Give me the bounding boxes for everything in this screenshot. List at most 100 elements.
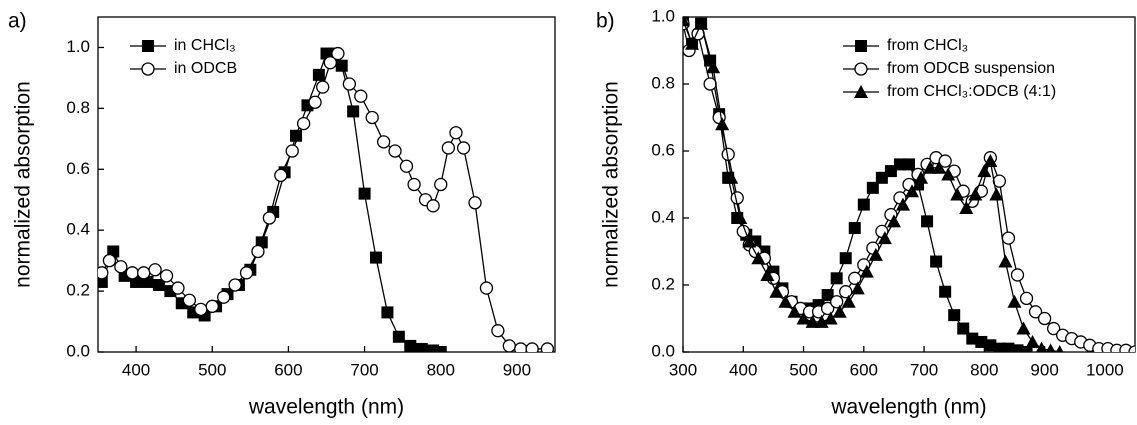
marker bbox=[159, 269, 174, 283]
x-tick-label: 400 bbox=[729, 360, 757, 379]
x-tick-label: 700 bbox=[350, 360, 378, 379]
marker bbox=[98, 275, 108, 288]
marker bbox=[171, 281, 185, 295]
marker bbox=[296, 116, 311, 131]
marker bbox=[841, 294, 856, 308]
marker bbox=[832, 304, 847, 318]
marker bbox=[989, 187, 1004, 201]
marker bbox=[285, 144, 299, 158]
marker bbox=[769, 284, 784, 298]
marker bbox=[751, 251, 766, 265]
marker bbox=[905, 184, 920, 198]
panel-label: a) bbox=[8, 10, 27, 33]
marker bbox=[939, 285, 952, 298]
marker bbox=[239, 266, 254, 280]
marker bbox=[886, 214, 901, 228]
marker bbox=[1025, 334, 1040, 348]
marker bbox=[1002, 342, 1015, 352]
marker bbox=[977, 164, 992, 178]
marker bbox=[148, 263, 162, 277]
marker bbox=[930, 255, 943, 268]
marker bbox=[703, 77, 717, 91]
panel-label: b) bbox=[596, 10, 615, 33]
marker bbox=[312, 68, 325, 81]
marker bbox=[1028, 305, 1043, 319]
y-tick-label: 0.6 bbox=[66, 159, 90, 178]
marker bbox=[724, 170, 739, 184]
marker bbox=[968, 187, 983, 201]
y-tick-label: 0.0 bbox=[651, 341, 675, 360]
marker bbox=[921, 215, 934, 228]
marker bbox=[290, 129, 303, 142]
legend-marker bbox=[854, 85, 868, 98]
marker bbox=[1016, 321, 1031, 335]
marker bbox=[868, 247, 883, 261]
marker bbox=[830, 295, 844, 309]
marker bbox=[1037, 311, 1052, 326]
marker bbox=[948, 309, 961, 322]
y-tick-label: 0.4 bbox=[66, 220, 90, 239]
marker bbox=[335, 59, 348, 72]
y-tick-label: 0.8 bbox=[66, 98, 90, 117]
marker bbox=[923, 160, 938, 174]
marker bbox=[449, 126, 463, 140]
marker bbox=[205, 299, 219, 313]
marker bbox=[323, 56, 337, 70]
marker bbox=[441, 141, 456, 155]
y-tick-label: 0.0 bbox=[66, 341, 90, 360]
legend-label: in CHCl₃ bbox=[174, 37, 236, 54]
x-tick-label: 1000 bbox=[1086, 360, 1124, 379]
marker bbox=[760, 267, 775, 281]
x-tick-label: 800 bbox=[427, 360, 455, 379]
marker bbox=[950, 187, 965, 201]
marker bbox=[182, 293, 197, 307]
marker bbox=[820, 301, 835, 316]
marker bbox=[1045, 343, 1056, 352]
marker bbox=[114, 260, 128, 274]
marker bbox=[514, 342, 528, 352]
marker bbox=[102, 253, 117, 268]
marker bbox=[957, 322, 970, 335]
y-tick-label: 0.4 bbox=[651, 207, 675, 226]
marker bbox=[1036, 341, 1048, 352]
x-tick-label: 900 bbox=[503, 360, 531, 379]
x-tick-label: 300 bbox=[669, 360, 697, 379]
y-tick-label: 0.8 bbox=[651, 73, 675, 92]
marker bbox=[118, 269, 131, 282]
marker bbox=[354, 89, 368, 103]
marker bbox=[308, 95, 322, 109]
y-tick-label: 0.2 bbox=[66, 281, 90, 300]
marker bbox=[1046, 321, 1061, 336]
marker bbox=[262, 211, 277, 225]
marker bbox=[850, 281, 865, 295]
legend-label: in ODCB bbox=[174, 60, 237, 77]
marker bbox=[152, 279, 165, 291]
marker bbox=[98, 266, 109, 280]
marker bbox=[331, 46, 345, 61]
x-tick-label: 600 bbox=[274, 360, 302, 379]
marker bbox=[875, 171, 888, 184]
marker bbox=[251, 244, 265, 259]
y-axis-label: normalized absorption bbox=[12, 81, 35, 288]
marker bbox=[857, 198, 870, 211]
marker bbox=[456, 141, 471, 155]
marker bbox=[1010, 268, 1025, 282]
marker bbox=[1007, 294, 1022, 308]
marker bbox=[1020, 346, 1033, 352]
marker bbox=[839, 285, 853, 299]
marker bbox=[407, 177, 421, 192]
x-tick-label: 400 bbox=[122, 360, 150, 379]
x-tick-label: 800 bbox=[970, 360, 998, 379]
marker bbox=[427, 344, 440, 352]
marker bbox=[715, 117, 730, 131]
marker bbox=[742, 234, 757, 248]
marker bbox=[895, 197, 910, 211]
x-tick-label: 600 bbox=[850, 360, 878, 379]
marker bbox=[347, 105, 360, 118]
x-tick-label: 900 bbox=[1030, 360, 1058, 379]
marker bbox=[434, 346, 447, 352]
marker bbox=[1128, 345, 1135, 352]
legend-label: from ODCB suspension bbox=[887, 60, 1055, 77]
legend-marker bbox=[855, 40, 867, 52]
